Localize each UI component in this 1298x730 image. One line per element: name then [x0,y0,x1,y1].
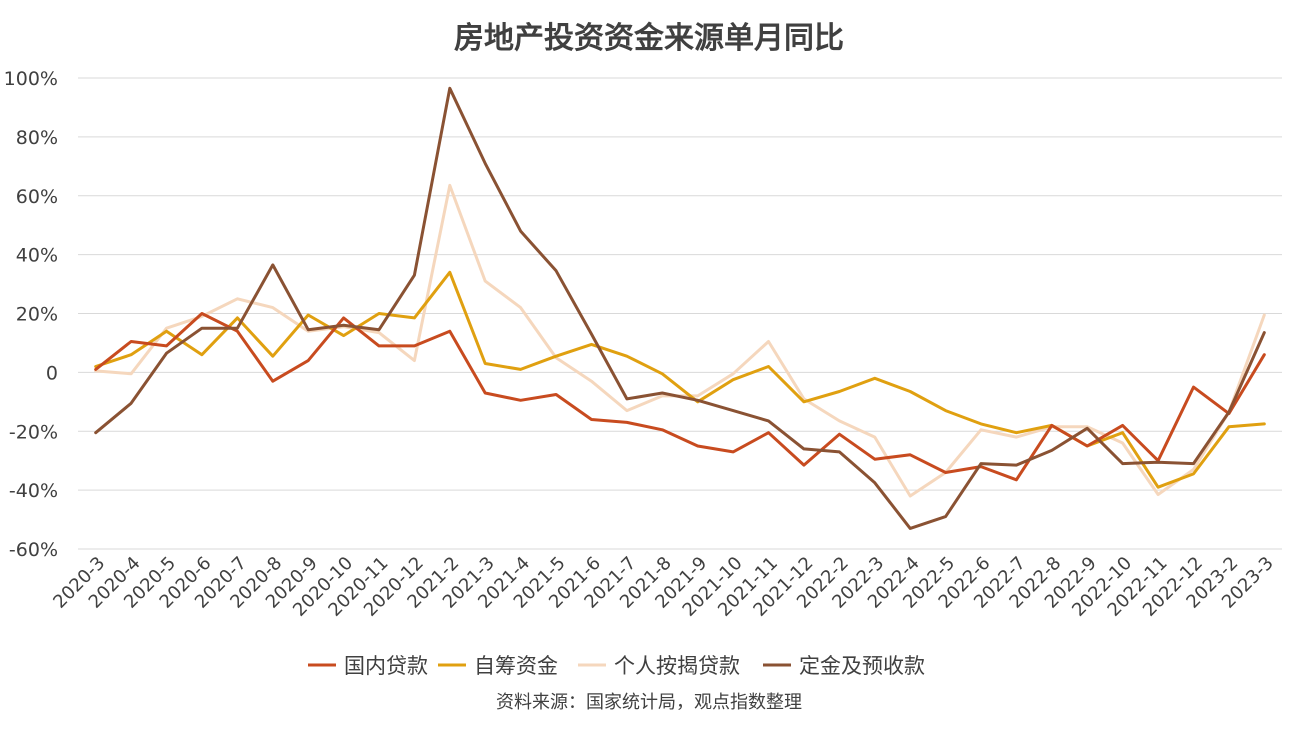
x-axis-ticks: 2020-32020-42020-52020-62020-72020-82020… [49,553,1278,621]
y-tick-label: -20% [9,421,58,443]
chart-title: 房地产投资资金来源单月同比 [454,21,844,56]
y-tick-label: 100% [4,68,58,90]
y-tick-label: 20% [16,304,58,326]
series-line-3 [94,183,1266,498]
y-tick-label: -60% [9,539,58,561]
series-line-1 [94,312,1266,482]
y-tick-label: 40% [16,245,58,267]
y-tick-label: 80% [16,127,58,149]
source-note: 资料来源：国家统计局，观点指数整理 [496,692,802,713]
series-line-4 [94,86,1266,530]
y-tick-label: 60% [16,186,58,208]
legend-label: 自筹资金 [474,654,558,678]
grid-layer [78,77,1282,550]
legend-label: 个人按揭贷款 [614,654,740,678]
series-layer [94,86,1266,530]
legend: 国内贷款 自筹资金 个人按揭贷款 定金及预收款 [308,654,925,678]
legend-label: 定金及预收款 [799,654,925,678]
y-tick-label: -40% [9,480,58,502]
legend-label: 国内贷款 [344,654,428,678]
y-tick-label: 0 [46,362,58,384]
y-axis-ticks: -60% -40% -20% 0 20% 40% 60% 80% 100% [4,68,58,561]
